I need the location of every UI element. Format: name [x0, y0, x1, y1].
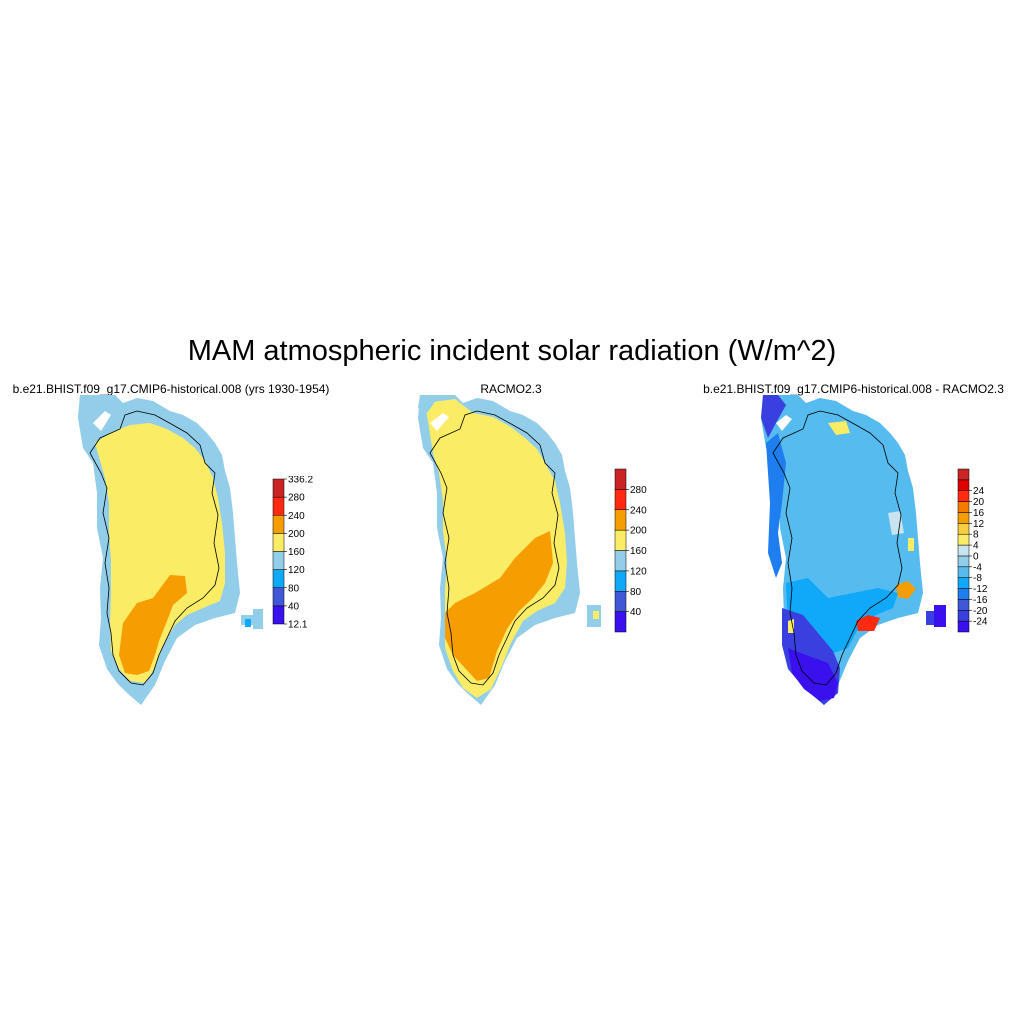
greenland-field-model [78, 395, 240, 705]
iceland-field [241, 609, 263, 629]
colorbar-swatch [272, 587, 285, 607]
colorbar-label: 20 [973, 497, 985, 508]
colorbar-swatch [957, 490, 970, 502]
panel-title-racmo: RACMO2.3 [480, 382, 542, 396]
colorbar-swatch [957, 468, 970, 481]
colorbar-label: -20 [973, 606, 988, 617]
colorbar-label: 280 [288, 493, 305, 504]
colorbar-racmo: 40 80 120 160 200 240 280 [614, 468, 647, 633]
colorbar-swatch [957, 588, 970, 600]
colorbar-swatch [614, 468, 627, 490]
colorbar-label: 8 [973, 530, 979, 541]
colorbar-swatch [957, 479, 970, 491]
colorbar-swatch [614, 550, 627, 572]
colorbar-label: 240 [288, 511, 305, 522]
iceland-field [926, 605, 946, 627]
colorbar-swatch [614, 489, 627, 510]
colorbar-label: 336.2 [288, 476, 313, 486]
colorbar-swatch [957, 544, 970, 557]
colorbar-swatch [272, 569, 285, 588]
colorbar-swatch [272, 478, 285, 498]
colorbar-swatch [957, 533, 970, 546]
colorbar-label: 120 [288, 565, 305, 576]
panel-title-difference: b.e21.BHIST.f09_g17.CMIP6-historical.008… [703, 382, 1004, 396]
colorbar-label: 120 [630, 566, 647, 577]
colorbar-swatch [957, 599, 970, 611]
colorbar-label: 160 [630, 546, 647, 557]
colorbar-label: -24 [973, 617, 988, 628]
colorbar-label: 0 [973, 551, 979, 562]
colorbar-swatch [272, 496, 285, 516]
colorbar-swatch [957, 523, 970, 535]
colorbar-label: 240 [630, 505, 647, 516]
greenland-coastline [772, 410, 903, 686]
colorbar-swatch [957, 512, 970, 524]
colorbar-swatch [614, 570, 627, 592]
colorbar-label: 24 [973, 486, 985, 497]
colorbar-model: 12.1 40 80 120 160 200 240 280 336.2 [272, 476, 313, 631]
colorbar-label: 200 [630, 526, 647, 537]
colorbar-label: 12.1 [288, 620, 308, 631]
map-panel-racmo [418, 395, 601, 705]
panel-title-model: b.e21.BHIST.f09_g17.CMIP6-historical.008… [12, 382, 330, 396]
colorbar-label: -12 [973, 584, 988, 595]
colorbar-label: 16 [973, 508, 985, 519]
greenland-field-difference [761, 395, 923, 705]
map-panel-model [78, 395, 263, 705]
colorbar-swatch [614, 509, 627, 531]
greenland-field-racmo [418, 395, 580, 705]
colorbar-swatch [272, 605, 285, 625]
figure-title: MAM atmospheric incident solar radiation… [187, 335, 837, 367]
colorbar-swatch [957, 610, 970, 622]
colorbar-swatch [614, 529, 627, 551]
colorbar-label: 40 [288, 601, 300, 612]
colorbar-swatch [957, 620, 970, 633]
colorbar-swatch [272, 515, 285, 534]
map-panel-difference [761, 395, 946, 705]
greenland-coastline [429, 410, 560, 686]
colorbar-label: 280 [630, 485, 647, 496]
iceland-field [587, 605, 601, 627]
colorbar-swatch [957, 577, 970, 589]
colorbar-label: -8 [973, 573, 982, 584]
colorbar-swatch [614, 591, 627, 612]
colorbar-swatch [957, 555, 970, 568]
colorbar-swatch [957, 566, 970, 578]
colorbar-label: 80 [288, 583, 300, 594]
colorbar-label: 40 [630, 607, 642, 618]
greenland-coastline [89, 410, 220, 686]
colorbar-label: 160 [288, 547, 305, 558]
colorbar-label: 80 [630, 587, 642, 598]
colorbar-swatch [614, 611, 627, 633]
colorbar-swatch [957, 501, 970, 513]
colorbar-label: -4 [973, 562, 982, 573]
colorbar-swatch [272, 551, 285, 570]
colorbar-label: -16 [973, 595, 988, 606]
colorbar-swatch [272, 533, 285, 552]
colorbar-label: 12 [973, 519, 985, 530]
colorbar-label: 4 [973, 541, 979, 552]
colorbar-label: 200 [288, 529, 305, 540]
